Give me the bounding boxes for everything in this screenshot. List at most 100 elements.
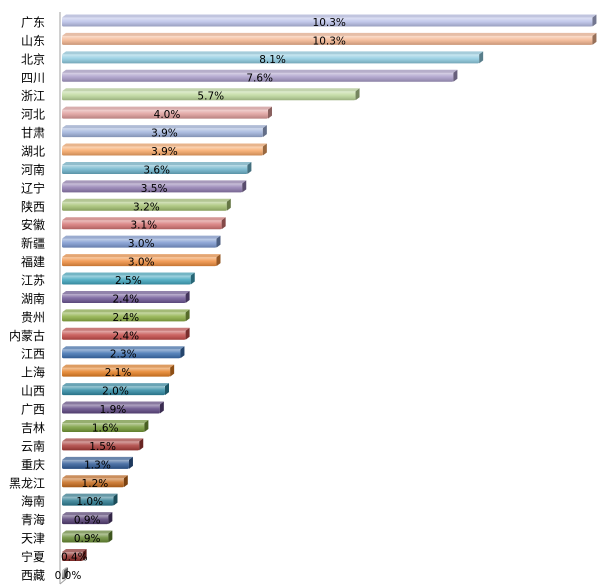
value-label: 10.3% — [313, 35, 346, 47]
bar-top-face — [62, 125, 267, 129]
chart-axis — [59, 12, 67, 585]
bar-shading — [62, 257, 217, 267]
bar-top-face — [62, 512, 113, 516]
value-label: 1.6% — [92, 422, 119, 434]
bar-end-cap — [64, 567, 68, 580]
bar-shading — [62, 551, 83, 561]
value-label: 1.9% — [100, 404, 127, 416]
bar-top-face — [62, 198, 231, 202]
category-label: 重庆 — [21, 458, 45, 472]
value-label: 3.0% — [128, 238, 155, 250]
category-label: 江苏 — [21, 274, 45, 288]
value-label: 2.4% — [112, 312, 139, 324]
value-label: 3.9% — [151, 128, 178, 140]
bar-top-face — [62, 456, 133, 460]
bar-top-face — [62, 530, 113, 534]
bar-top-face — [62, 106, 272, 110]
bar-shading — [62, 238, 217, 248]
bar-top-face — [62, 88, 360, 92]
category-label: 四川 — [21, 71, 45, 85]
bar-shading — [62, 441, 140, 451]
category-label: 甘肃 — [21, 126, 45, 140]
value-label: 10.3% — [313, 17, 346, 29]
value-label: 3.5% — [141, 183, 168, 195]
bar-end-cap — [262, 125, 267, 138]
category-label: 吉林 — [21, 421, 45, 435]
category-label: 宁夏 — [21, 549, 45, 564]
bar-shading — [62, 35, 593, 45]
bar-end-cap — [113, 493, 118, 506]
bar-shading — [62, 91, 356, 101]
category-label: 海南 — [21, 494, 45, 509]
bar-shading — [62, 404, 160, 414]
value-label: 3.0% — [128, 257, 155, 269]
value-label: 2.0% — [102, 386, 129, 398]
bar-top-face — [62, 383, 169, 387]
bar-shading — [62, 146, 263, 156]
bar-end-cap — [82, 548, 87, 561]
bar-shading — [62, 570, 64, 580]
value-label: 2.4% — [112, 330, 139, 342]
bar-shading — [62, 220, 222, 230]
bar-shading — [62, 422, 145, 432]
bar-end-cap — [247, 161, 252, 174]
bar-end-cap — [170, 364, 175, 377]
bar-end-cap — [226, 198, 231, 211]
category-label: 安徽 — [21, 217, 45, 232]
y-axis-depth-line — [59, 578, 67, 585]
bar-end-cap — [144, 419, 149, 432]
bar-top-face — [62, 32, 597, 36]
category-label: 天津 — [21, 532, 45, 546]
category-label: 浙江 — [21, 89, 45, 103]
category-label: 湖南 — [21, 291, 45, 306]
bar-top-face — [62, 51, 484, 55]
category-label: 河南 — [21, 162, 45, 177]
value-label: 3.6% — [143, 164, 170, 176]
bar-shading — [62, 330, 186, 340]
bar-end-cap — [165, 383, 169, 396]
bar-end-cap — [453, 69, 458, 82]
category-label: 上海 — [21, 365, 45, 380]
bar-end-cap — [190, 272, 195, 285]
bar-shading — [62, 164, 248, 174]
category-label: 青海 — [21, 512, 45, 527]
value-label: 2.3% — [110, 349, 137, 361]
bar-top-face — [62, 493, 118, 497]
bar-end-cap — [123, 475, 128, 488]
bar-top-face — [62, 364, 175, 368]
bar-shading — [62, 72, 454, 82]
bar-end-cap — [221, 217, 226, 230]
bar-shading — [62, 459, 129, 469]
bar-end-cap — [108, 512, 113, 525]
value-label: 0.4% — [61, 551, 88, 563]
bar-shading — [62, 17, 593, 27]
bar-top-face — [62, 548, 87, 552]
value-label: 0.9% — [74, 515, 101, 527]
bar-end-cap — [185, 327, 190, 340]
category-label: 黑龙江 — [9, 476, 45, 490]
category-label: 内蒙古 — [9, 328, 45, 343]
bar-shading — [62, 515, 109, 525]
bar-top-face — [62, 180, 247, 184]
category-label: 陕西 — [21, 199, 45, 214]
category-label: 广西 — [21, 403, 45, 417]
value-label: 0.9% — [74, 533, 101, 545]
bar-top-face — [62, 235, 221, 239]
bar-top-face — [62, 419, 149, 423]
category-label: 江西 — [21, 347, 45, 361]
bar-shading — [62, 201, 227, 211]
value-label: 3.1% — [130, 220, 157, 232]
category-label: 河北 — [21, 108, 45, 122]
category-label: 西藏 — [21, 568, 45, 582]
bar-end-cap — [128, 456, 133, 469]
value-label: 7.6% — [246, 72, 273, 84]
bar-end-cap — [262, 143, 267, 156]
bar-end-cap — [592, 14, 597, 27]
category-label: 新疆 — [21, 236, 45, 251]
category-label: 山东 — [21, 34, 45, 48]
bar-end-cap — [216, 235, 221, 248]
value-label: 0.0% — [55, 570, 82, 582]
bar-shading — [62, 386, 165, 396]
bar-shading — [62, 293, 186, 303]
value-label: 2.4% — [112, 293, 139, 305]
